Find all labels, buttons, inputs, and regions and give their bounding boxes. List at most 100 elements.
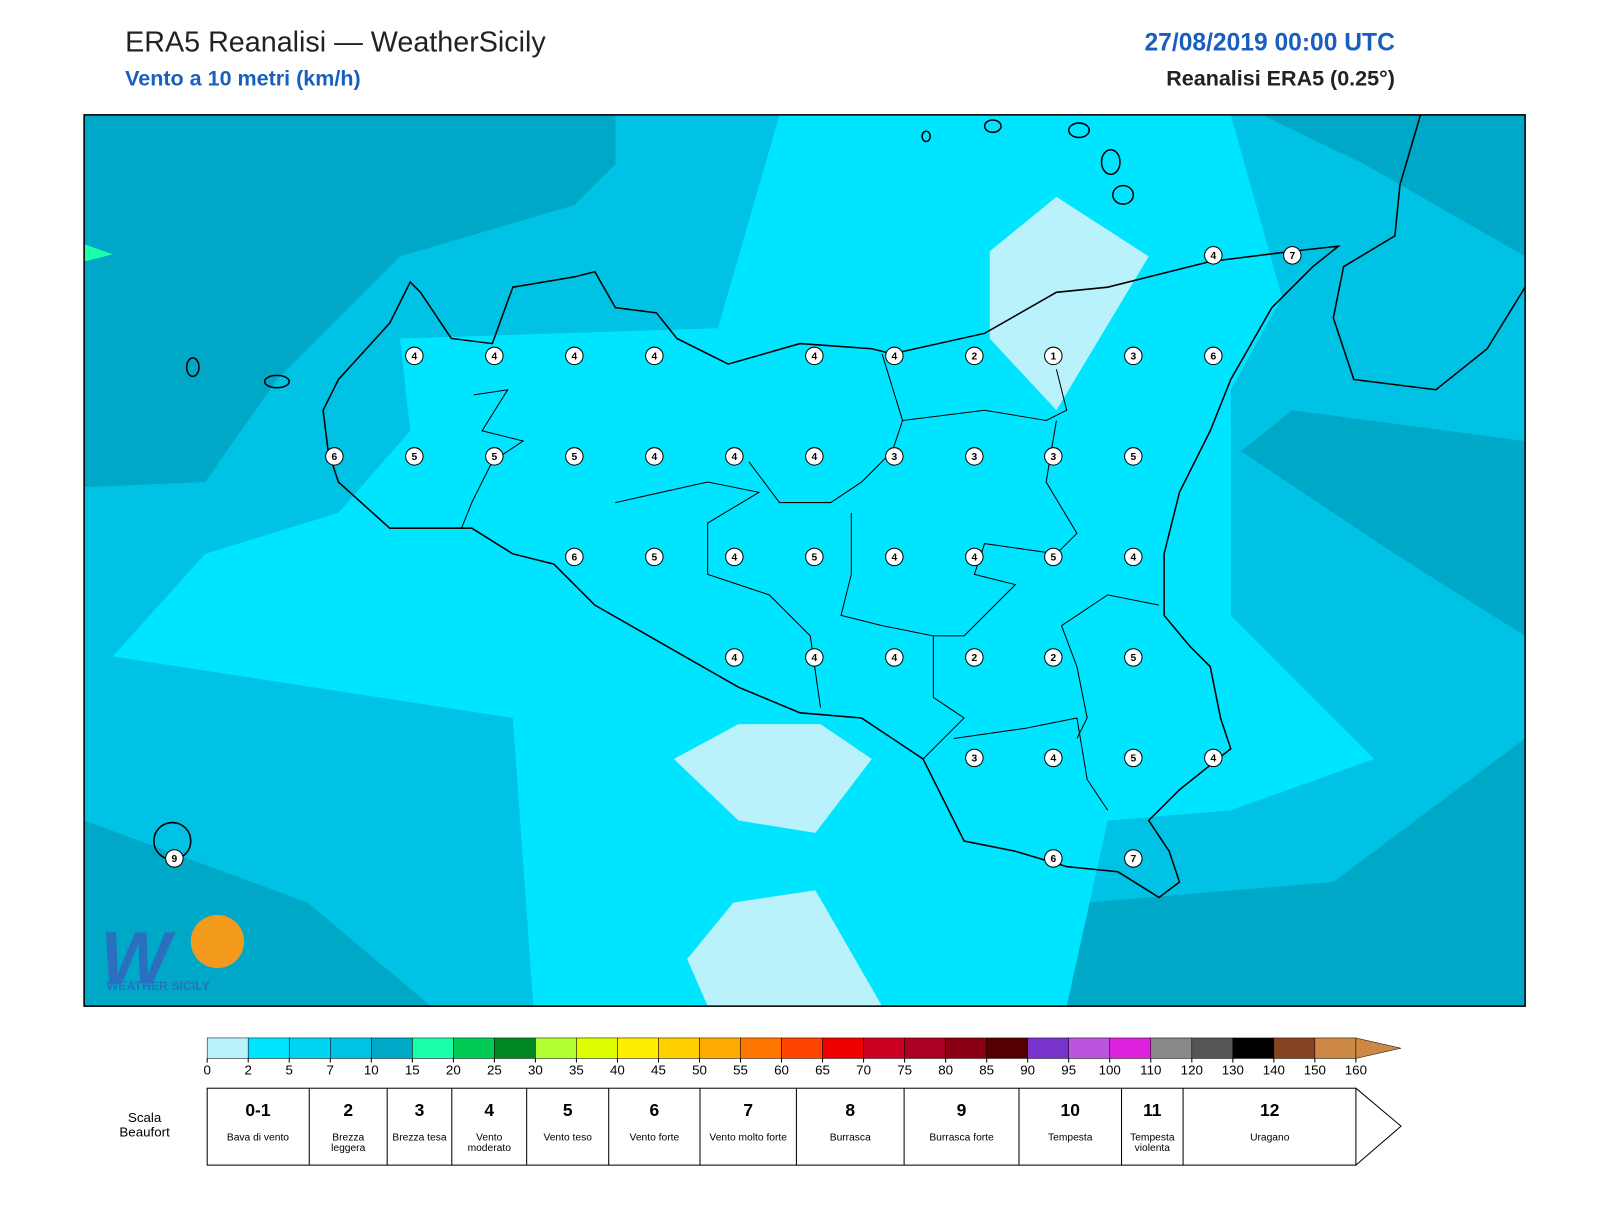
station-marker xyxy=(1204,748,1223,768)
beaufort-force: 2 xyxy=(343,1100,354,1120)
station-marker xyxy=(965,648,984,667)
wind-value: 5 xyxy=(1130,452,1136,463)
beaufort-force: 4 xyxy=(484,1100,495,1120)
wind-value: 4 xyxy=(732,653,738,664)
station-marker xyxy=(805,447,824,466)
station-marker xyxy=(1124,346,1143,366)
colorbar-tick-label: 140 xyxy=(1263,1062,1285,1077)
beaufort-description: Tempesta violenta xyxy=(1130,1132,1175,1154)
station-marker xyxy=(885,447,904,466)
station-marker xyxy=(885,648,904,667)
beaufort-description: Uragano xyxy=(1250,1132,1290,1144)
wind-value: 2 xyxy=(972,352,978,363)
wind-value: 4 xyxy=(1130,553,1136,564)
beaufort-force: 6 xyxy=(649,1100,660,1120)
wind-value: 5 xyxy=(492,452,498,463)
colorbar-cell xyxy=(617,1037,659,1059)
beaufort-class: 6 Vento forte xyxy=(609,1088,701,1166)
colorbar-cell xyxy=(904,1037,946,1059)
colorbar-cell xyxy=(1273,1037,1316,1059)
colorbar-tick-label: 35 xyxy=(569,1062,584,1077)
wind-value: 3 xyxy=(972,452,978,463)
beaufort-description: Vento forte xyxy=(629,1132,680,1144)
colorbar-cell xyxy=(1232,1037,1275,1059)
colorbar-cell xyxy=(247,1037,290,1059)
wind-value: 3 xyxy=(892,452,898,463)
wind-zone xyxy=(1241,114,1526,636)
colorbar-tick-label: 50 xyxy=(692,1062,707,1077)
beaufort-class: 0-1 Bava di vento xyxy=(207,1088,310,1166)
station-marker xyxy=(1044,849,1063,868)
colorbar-tick-label: 25 xyxy=(487,1062,502,1077)
wind-value: 3 xyxy=(1050,452,1056,463)
beaufort-description: Bava di vento xyxy=(226,1132,290,1144)
wind-value: 7 xyxy=(1289,251,1295,262)
colorbar-extend xyxy=(1355,1037,1402,1059)
calabria-coast xyxy=(1332,114,1526,391)
beaufort-force: 12 xyxy=(1260,1100,1280,1120)
beaufort-label-line: Beaufort xyxy=(119,1124,170,1139)
beaufort-force: 0-1 xyxy=(245,1100,271,1120)
colorbar-cell xyxy=(1191,1037,1234,1059)
wind-value: 6 xyxy=(572,553,578,564)
beaufort-class: 4 Vento moderato xyxy=(452,1088,528,1166)
colorbar-cell xyxy=(863,1037,905,1059)
logo-mark: W xyxy=(101,917,176,1000)
source: Reanalisi ERA5 (0.25°) xyxy=(1166,67,1395,91)
colorbar-tick-label: 90 xyxy=(1020,1062,1035,1077)
wind-value: 3 xyxy=(972,754,978,765)
colorbar-tick-label: 120 xyxy=(1181,1062,1203,1077)
wind-value: 4 xyxy=(812,452,818,463)
station-marker xyxy=(645,547,664,567)
wind-value: 5 xyxy=(1050,553,1056,564)
colorbar-tick-label: 30 xyxy=(528,1062,543,1077)
wind-value: 4 xyxy=(1210,251,1216,262)
wind-value: 9 xyxy=(172,854,178,865)
station-marker xyxy=(1283,246,1302,265)
colorbar-cell xyxy=(1068,1037,1110,1059)
station-marker xyxy=(1124,748,1143,768)
colorbar-cell xyxy=(740,1037,782,1059)
station-marker xyxy=(565,447,584,466)
beaufort-force: 3 xyxy=(414,1100,425,1120)
beaufort-class: 8 Burrasca xyxy=(797,1088,905,1166)
logo-text: WEATHER SICILY xyxy=(107,979,210,993)
title: ERA5 Reanalisi — WeatherSicily xyxy=(125,27,546,59)
colorbar-tick-label: 2 xyxy=(244,1062,251,1077)
beaufort-description: Burrasca forte xyxy=(929,1132,994,1144)
colorbar-tick-label: 40 xyxy=(610,1062,625,1077)
station-marker xyxy=(565,547,584,567)
colorbar-tick-label: 85 xyxy=(979,1062,994,1077)
wind-zone xyxy=(989,196,1149,411)
beaufort-class: 2 Brezza leggera xyxy=(310,1088,388,1166)
wind-value: 5 xyxy=(652,553,658,564)
colorbar-cell xyxy=(494,1037,536,1059)
logo-sun xyxy=(190,914,245,969)
colorbar-cell xyxy=(658,1037,700,1059)
wind-value: 4 xyxy=(972,553,978,564)
beaufort-description: Brezza leggera xyxy=(331,1132,366,1154)
map-frame xyxy=(83,114,1526,1007)
colorbar-cell xyxy=(699,1037,741,1059)
station-marker xyxy=(325,447,344,466)
station-marker xyxy=(565,346,584,366)
map xyxy=(84,114,1526,1007)
beaufort-class: 11 Tempesta violenta xyxy=(1122,1088,1184,1166)
wind-value: 5 xyxy=(812,553,818,564)
wind-value: 4 xyxy=(732,553,738,564)
islands xyxy=(153,119,1135,861)
station-marker xyxy=(1124,648,1143,667)
beaufort-force: 5 xyxy=(562,1100,573,1120)
station-marker xyxy=(1044,648,1063,667)
station-marker xyxy=(1044,748,1063,768)
colorbar-cell xyxy=(945,1037,987,1059)
station-marker xyxy=(1044,547,1063,567)
colorbar-tick-label: 75 xyxy=(897,1062,912,1077)
wind-value: 5 xyxy=(572,452,578,463)
colorbar-cell xyxy=(206,1037,249,1059)
datetime: 27/08/2019 00:00 UTC xyxy=(1144,30,1395,57)
station-marker xyxy=(1124,447,1143,466)
subtitle: Vento a 10 metri (km/h) xyxy=(125,67,361,91)
beaufort-force: 10 xyxy=(1060,1100,1080,1120)
